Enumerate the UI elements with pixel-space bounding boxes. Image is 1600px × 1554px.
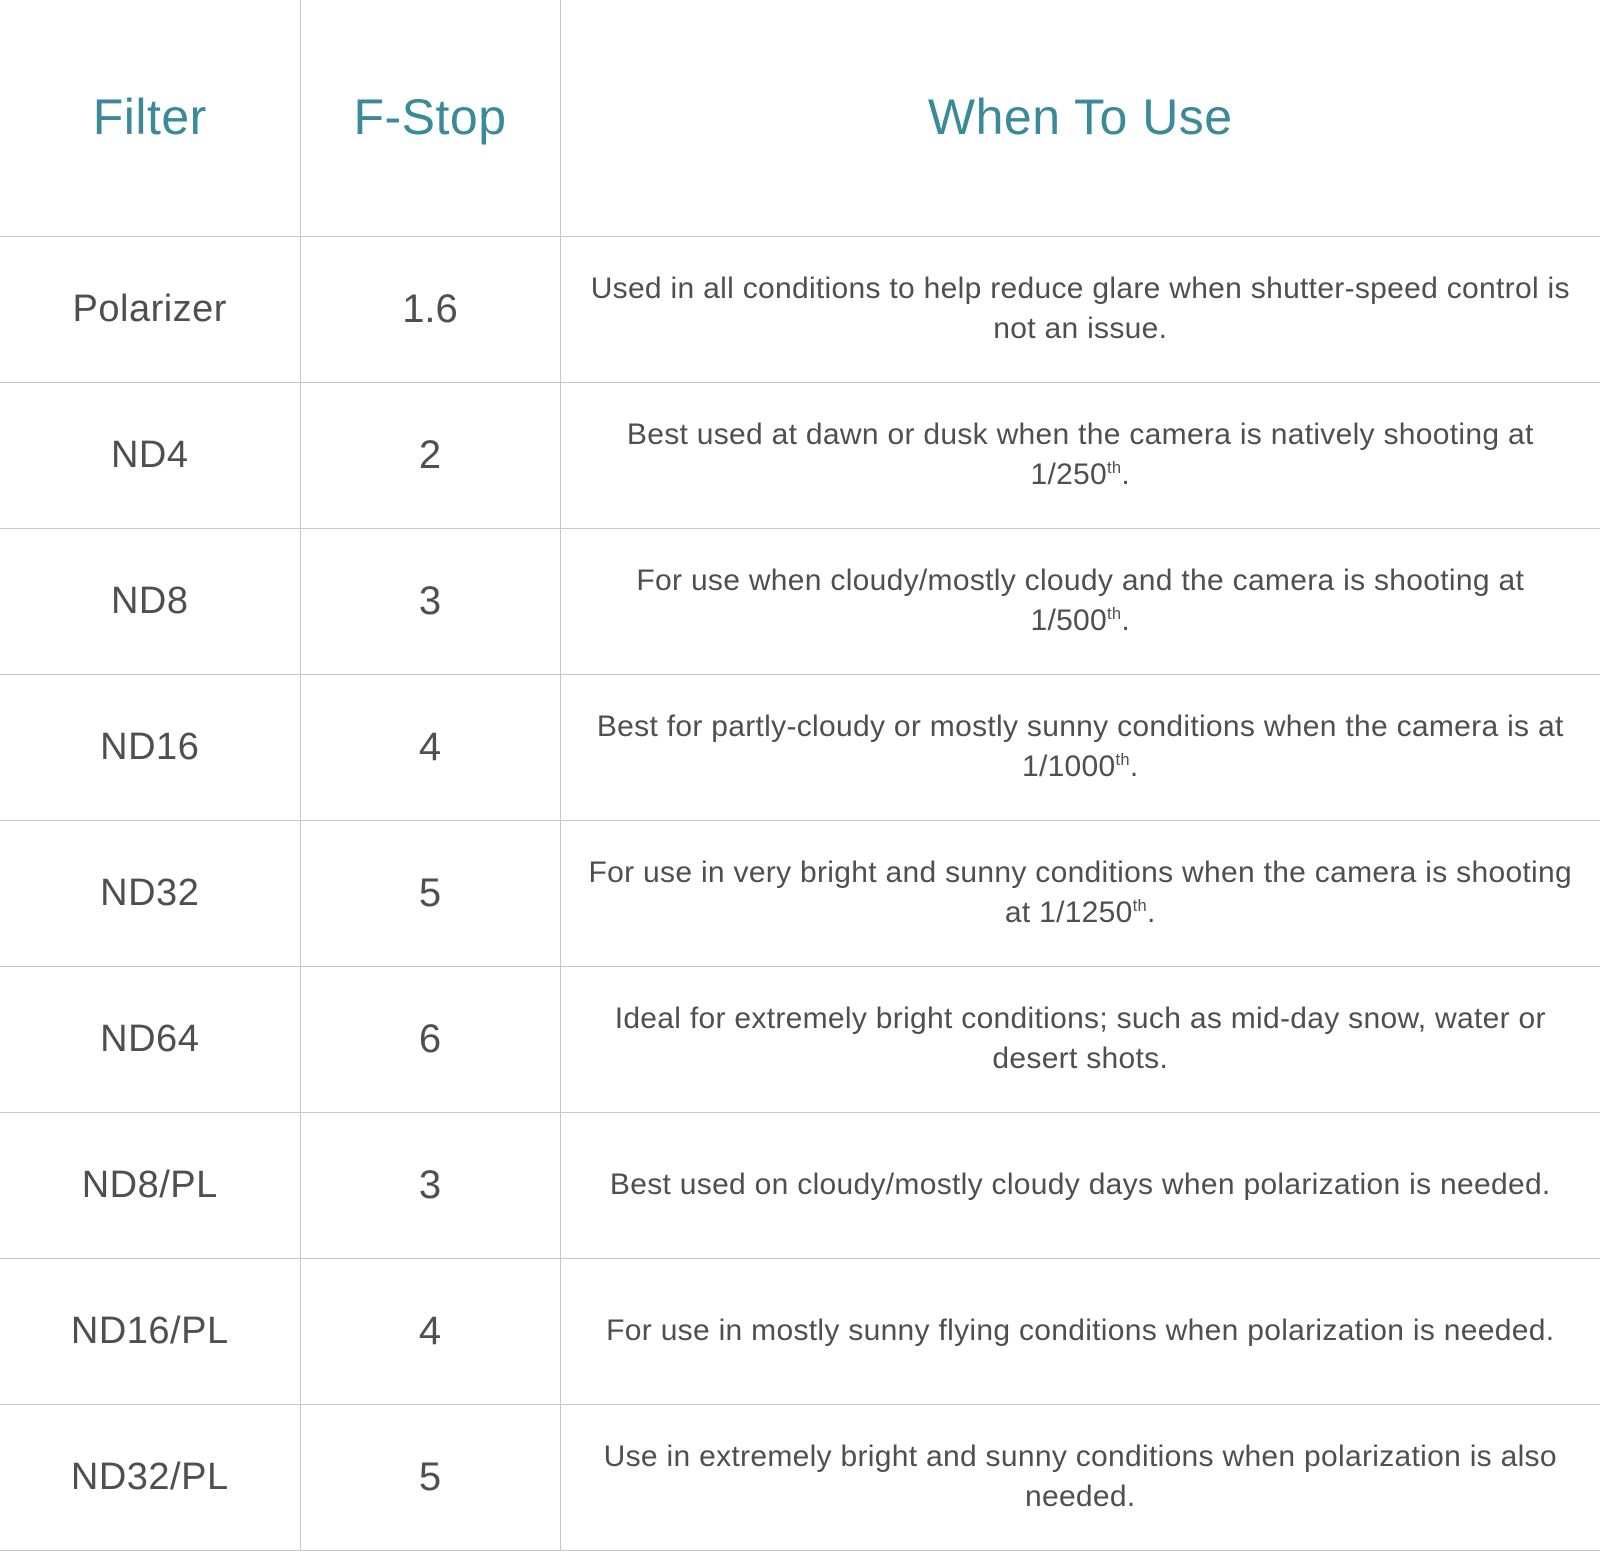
cell-when: Best used at dawn or dusk when the camer… (560, 382, 1600, 528)
cell-when: Ideal for extremely bright conditions; s… (560, 966, 1600, 1112)
cell-filter: ND16 (0, 674, 300, 820)
filter-name: Polarizer (73, 288, 227, 330)
cell-filter: ND4 (0, 382, 300, 528)
cell-filter: ND32/PL (0, 1404, 300, 1550)
when-to-use: Used in all conditions to help reduce gl… (591, 272, 1570, 346)
table-row: ND32 5 For use in very bright and sunny … (0, 820, 1600, 966)
column-header-label: F-Stop (353, 89, 506, 145)
when-to-use: For use in very bright and sunny conditi… (589, 856, 1573, 930)
fstop-value: 1.6 (402, 287, 458, 331)
cell-fstop: 2 (300, 382, 560, 528)
fstop-value: 5 (419, 871, 441, 915)
when-to-use: Best for partly-cloudy or mostly sunny c… (597, 710, 1564, 784)
filter-name: ND16 (100, 726, 199, 768)
filter-name: ND32/PL (71, 1456, 229, 1498)
cell-when: For use in mostly sunny flying condition… (560, 1258, 1600, 1404)
cell-filter: ND8/PL (0, 1112, 300, 1258)
cell-fstop: 4 (300, 1258, 560, 1404)
table-row: ND16 4 Best for partly-cloudy or mostly … (0, 674, 1600, 820)
when-to-use: Ideal for extremely bright conditions; s… (615, 1002, 1546, 1076)
table-row: ND32/PL 5 Use in extremely bright and su… (0, 1404, 1600, 1550)
when-to-use: Best used at dawn or dusk when the camer… (627, 418, 1534, 492)
table-row: Polarizer 1.6 Used in all conditions to … (0, 236, 1600, 382)
when-to-use: For use in mostly sunny flying condition… (606, 1314, 1554, 1347)
cell-when: Best for partly-cloudy or mostly sunny c… (560, 674, 1600, 820)
cell-when: For use when cloudy/mostly cloudy and th… (560, 528, 1600, 674)
table-row: ND4 2 Best used at dawn or dusk when the… (0, 382, 1600, 528)
fstop-value: 4 (419, 725, 441, 769)
cell-fstop: 3 (300, 1112, 560, 1258)
table-row: ND16/PL 4 For use in mostly sunny flying… (0, 1258, 1600, 1404)
cell-fstop: 5 (300, 1404, 560, 1550)
when-to-use: Use in extremely bright and sunny condit… (604, 1440, 1557, 1514)
cell-filter: ND16/PL (0, 1258, 300, 1404)
when-to-use: Best used on cloudy/mostly cloudy days w… (610, 1168, 1551, 1201)
fstop-value: 3 (419, 579, 441, 623)
table-row: ND64 6 Ideal for extremely bright condit… (0, 966, 1600, 1112)
table-header-row: Filter F-Stop When To Use (0, 0, 1600, 236)
cell-fstop: 6 (300, 966, 560, 1112)
cell-filter: Polarizer (0, 236, 300, 382)
fstop-value: 6 (419, 1017, 441, 1061)
cell-filter: ND8 (0, 528, 300, 674)
cell-fstop: 3 (300, 528, 560, 674)
column-header-filter: Filter (0, 0, 300, 236)
cell-filter: ND32 (0, 820, 300, 966)
column-header-label: When To Use (928, 89, 1233, 145)
cell-fstop: 1.6 (300, 236, 560, 382)
table-row: ND8 3 For use when cloudy/mostly cloudy … (0, 528, 1600, 674)
cell-when: Used in all conditions to help reduce gl… (560, 236, 1600, 382)
column-header-when: When To Use (560, 0, 1600, 236)
table-row: ND8/PL 3 Best used on cloudy/mostly clou… (0, 1112, 1600, 1258)
filter-guide-table: Filter F-Stop When To Use Polarizer 1.6 … (0, 0, 1600, 1551)
cell-fstop: 5 (300, 820, 560, 966)
column-header-label: Filter (93, 89, 207, 145)
fstop-value: 2 (419, 433, 441, 477)
cell-when: Use in extremely bright and sunny condit… (560, 1404, 1600, 1550)
filter-name: ND32 (100, 872, 199, 914)
filter-name: ND16/PL (71, 1310, 229, 1352)
when-to-use: For use when cloudy/mostly cloudy and th… (636, 564, 1524, 638)
cell-filter: ND64 (0, 966, 300, 1112)
fstop-value: 5 (419, 1455, 441, 1499)
cell-fstop: 4 (300, 674, 560, 820)
cell-when: For use in very bright and sunny conditi… (560, 820, 1600, 966)
filter-name: ND8 (111, 580, 189, 622)
filter-name: ND4 (111, 434, 189, 476)
cell-when: Best used on cloudy/mostly cloudy days w… (560, 1112, 1600, 1258)
column-header-fstop: F-Stop (300, 0, 560, 236)
filter-name: ND64 (100, 1018, 199, 1060)
fstop-value: 3 (419, 1163, 441, 1207)
filter-name: ND8/PL (82, 1164, 218, 1206)
fstop-value: 4 (419, 1309, 441, 1353)
